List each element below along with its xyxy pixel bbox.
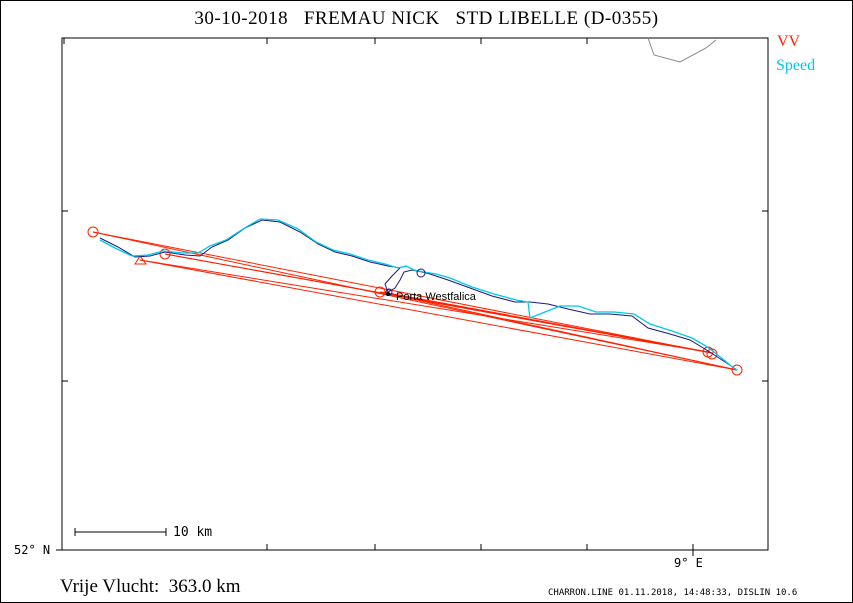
start-triangle-marker	[134, 255, 147, 265]
axis-ticks	[56, 38, 768, 556]
town-marker	[386, 292, 390, 296]
flight-distance: Vrije Vlucht: 363.0 km	[60, 576, 241, 597]
turnpoint-marker	[159, 248, 171, 260]
task-legs	[92, 231, 738, 371]
plot-border	[61, 37, 769, 551]
turnpoint-marker	[87, 226, 99, 238]
legend-vv: VV	[777, 33, 801, 50]
scale-bar	[74, 528, 167, 536]
legend-speed: Speed	[776, 57, 816, 74]
turnpoint-marker	[731, 364, 743, 376]
thermal-circle	[416, 268, 426, 278]
longitude-label: 9° E	[674, 556, 703, 570]
speed-track	[99, 218, 738, 371]
scale-label: 10 km	[173, 525, 213, 540]
latitude-label: 52° N	[14, 543, 51, 557]
turnpoint-marker	[374, 286, 386, 298]
vv-track	[99, 219, 738, 371]
footer-info: CHARRON.LINE 01.11.2018, 14:48:33, DISLI…	[548, 588, 798, 598]
town-label: Porta Westfalica	[396, 291, 476, 303]
flight-title: 30-10-2018 FREMAU NICK STD LIBELLE (D-03…	[194, 8, 659, 29]
region-border	[647, 37, 717, 63]
